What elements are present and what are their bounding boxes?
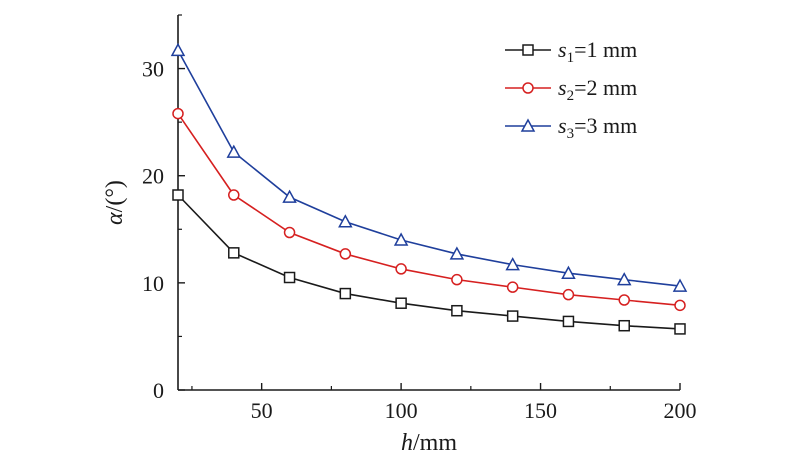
data-point — [674, 323, 686, 335]
data-point — [561, 265, 576, 279]
x-tick-label: 150 — [524, 398, 557, 423]
legend-marker — [522, 82, 534, 94]
data-point — [449, 246, 465, 260]
legend-marker — [522, 44, 534, 56]
data-point — [228, 247, 240, 259]
legend-marker — [520, 118, 536, 132]
data-point — [505, 257, 520, 271]
series-line — [177, 194, 681, 330]
data-point — [339, 248, 352, 260]
legend-entry-3: s3=3 mm — [505, 113, 637, 142]
data-point — [672, 278, 688, 292]
data-point — [339, 287, 352, 300]
data-point — [451, 304, 463, 317]
series-line — [177, 113, 681, 307]
x-tick-label: 100 — [385, 398, 418, 423]
data-point — [562, 315, 575, 328]
data-point — [172, 107, 184, 120]
data-point — [618, 294, 630, 306]
data-point — [395, 263, 407, 275]
series-line — [177, 49, 681, 287]
data-point — [395, 297, 407, 309]
y-tick-label: 30 — [142, 57, 164, 82]
legend-entry-2: s2=2 mm — [505, 75, 637, 104]
series-layer — [170, 42, 688, 335]
data-point — [616, 272, 632, 286]
data-point — [618, 319, 630, 332]
legend-label: s2=2 mm — [558, 75, 637, 104]
series-3 — [170, 42, 688, 292]
data-point — [283, 226, 296, 239]
y-tick-label: 10 — [142, 271, 164, 296]
x-axis-label: h/mm — [401, 430, 457, 456]
legend-label: s3=3 mm — [558, 113, 637, 142]
data-point — [506, 281, 519, 293]
data-point — [172, 189, 184, 201]
data-point — [674, 299, 686, 312]
data-point — [451, 273, 463, 286]
data-point — [283, 271, 296, 284]
data-point — [562, 288, 575, 301]
x-tick-label: 200 — [664, 398, 697, 423]
data-point — [170, 42, 186, 57]
y-tick-label: 0 — [153, 378, 164, 403]
data-point — [228, 189, 240, 201]
data-point — [282, 189, 297, 203]
y-tick-label: 20 — [142, 164, 164, 189]
series-2 — [172, 107, 686, 312]
legend: s1=1 mm s2=2 mm s3=3 mm — [505, 37, 637, 142]
data-point — [338, 214, 353, 228]
axes: 50 100 150 200 0 10 20 30 h/mm α/(°) — [102, 14, 697, 456]
legend-label: s1=1 mm — [558, 37, 637, 66]
y-axis-label: α/(°) — [102, 180, 128, 225]
data-point — [393, 232, 409, 246]
series-1 — [172, 189, 686, 335]
data-point — [226, 144, 242, 158]
legend-entry-1: s1=1 mm — [505, 37, 637, 66]
data-point — [506, 310, 519, 322]
x-tick-label: 50 — [251, 398, 273, 423]
